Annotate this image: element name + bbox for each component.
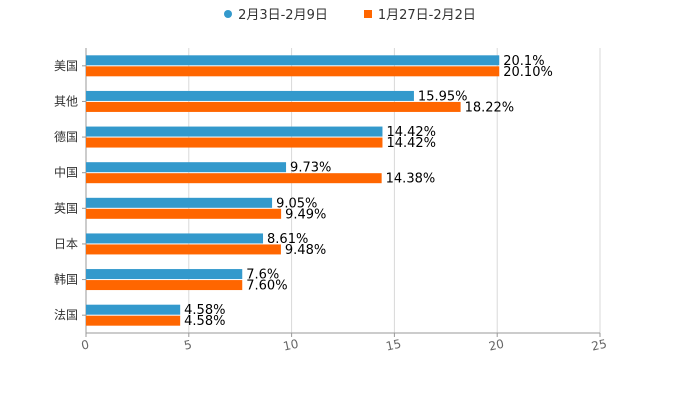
value-label-series-1-1: 15.95% xyxy=(418,89,468,104)
value-label-series-2-4: 9.49% xyxy=(285,207,326,222)
bar-series-1-5[interactable] xyxy=(86,233,264,244)
category-label: 韩国 xyxy=(54,272,78,287)
category-label: 英国 xyxy=(54,201,78,215)
bar-series-2-2[interactable] xyxy=(86,137,383,148)
bar-series-1-2[interactable] xyxy=(86,126,383,137)
value-label-series-1-2: 14.42% xyxy=(386,125,436,140)
legend-marker-series-1 xyxy=(224,9,233,18)
bar-series-2-3[interactable] xyxy=(86,173,382,184)
bar-series-2-5[interactable] xyxy=(86,244,281,255)
bar-series-2-4[interactable] xyxy=(86,208,282,219)
bar-series-2-6[interactable] xyxy=(86,280,243,291)
value-label-series-2-6: 7.60% xyxy=(246,279,287,294)
category-label: 其他 xyxy=(54,94,78,108)
bar-series-2-7[interactable] xyxy=(86,315,181,326)
bar-series-2-1[interactable] xyxy=(86,101,461,112)
value-label-series-1-7: 4.58% xyxy=(184,303,225,318)
category-label: 日本 xyxy=(54,237,78,251)
x-tick-label-25: 25 xyxy=(590,337,608,354)
category-label: 法国 xyxy=(54,308,78,322)
value-label-series-1-4: 9.05% xyxy=(276,196,317,211)
bar-series-1-3[interactable] xyxy=(86,162,287,173)
value-label-series-1-5: 8.61% xyxy=(267,232,308,247)
x-tick-label-5: 5 xyxy=(183,337,193,352)
bar-series-1-4[interactable] xyxy=(86,197,273,208)
value-label-series-1-3: 9.73% xyxy=(290,161,331,176)
x-tick-label-15: 15 xyxy=(385,337,403,354)
value-label-series-1-0: 20.1% xyxy=(503,54,544,69)
x-tick-label-10: 10 xyxy=(282,337,300,354)
legend-item-series-1[interactable]: 2月3日-2月9日 xyxy=(224,4,328,23)
category-label: 美国 xyxy=(54,59,78,73)
value-label-series-2-7: 4.58% xyxy=(184,314,225,329)
category-label: 德国 xyxy=(54,129,78,144)
value-label-series-1-6: 7.6% xyxy=(246,268,279,283)
bar-series-1-1[interactable] xyxy=(86,90,414,101)
legend: 2月3日-2月9日 1月27日-2月2日 xyxy=(0,4,700,23)
legend-item-series-2[interactable]: 1月27日-2月2日 xyxy=(363,4,476,23)
legend-label-series-1: 2月3日-2月9日 xyxy=(238,8,328,23)
bar-series-1-6[interactable] xyxy=(86,269,243,280)
value-label-series-2-1: 18.22% xyxy=(465,100,515,115)
x-tick-label-0: 0 xyxy=(80,337,90,352)
value-label-series-2-3: 14.38% xyxy=(386,172,436,187)
legend-label-series-2: 1月27日-2月2日 xyxy=(377,8,476,23)
value-label-series-2-5: 9.48% xyxy=(285,243,326,258)
x-tick-label-20: 20 xyxy=(487,337,505,354)
value-label-series-2-2: 14.42% xyxy=(386,136,436,151)
legend-marker-series-2 xyxy=(363,9,372,18)
category-label: 中国 xyxy=(54,165,78,180)
bar-series-2-0[interactable] xyxy=(86,66,500,77)
bar-series-1-0[interactable] xyxy=(86,55,500,66)
bar-series-1-7[interactable] xyxy=(86,304,181,315)
value-label-series-2-0: 20.10% xyxy=(503,65,553,80)
